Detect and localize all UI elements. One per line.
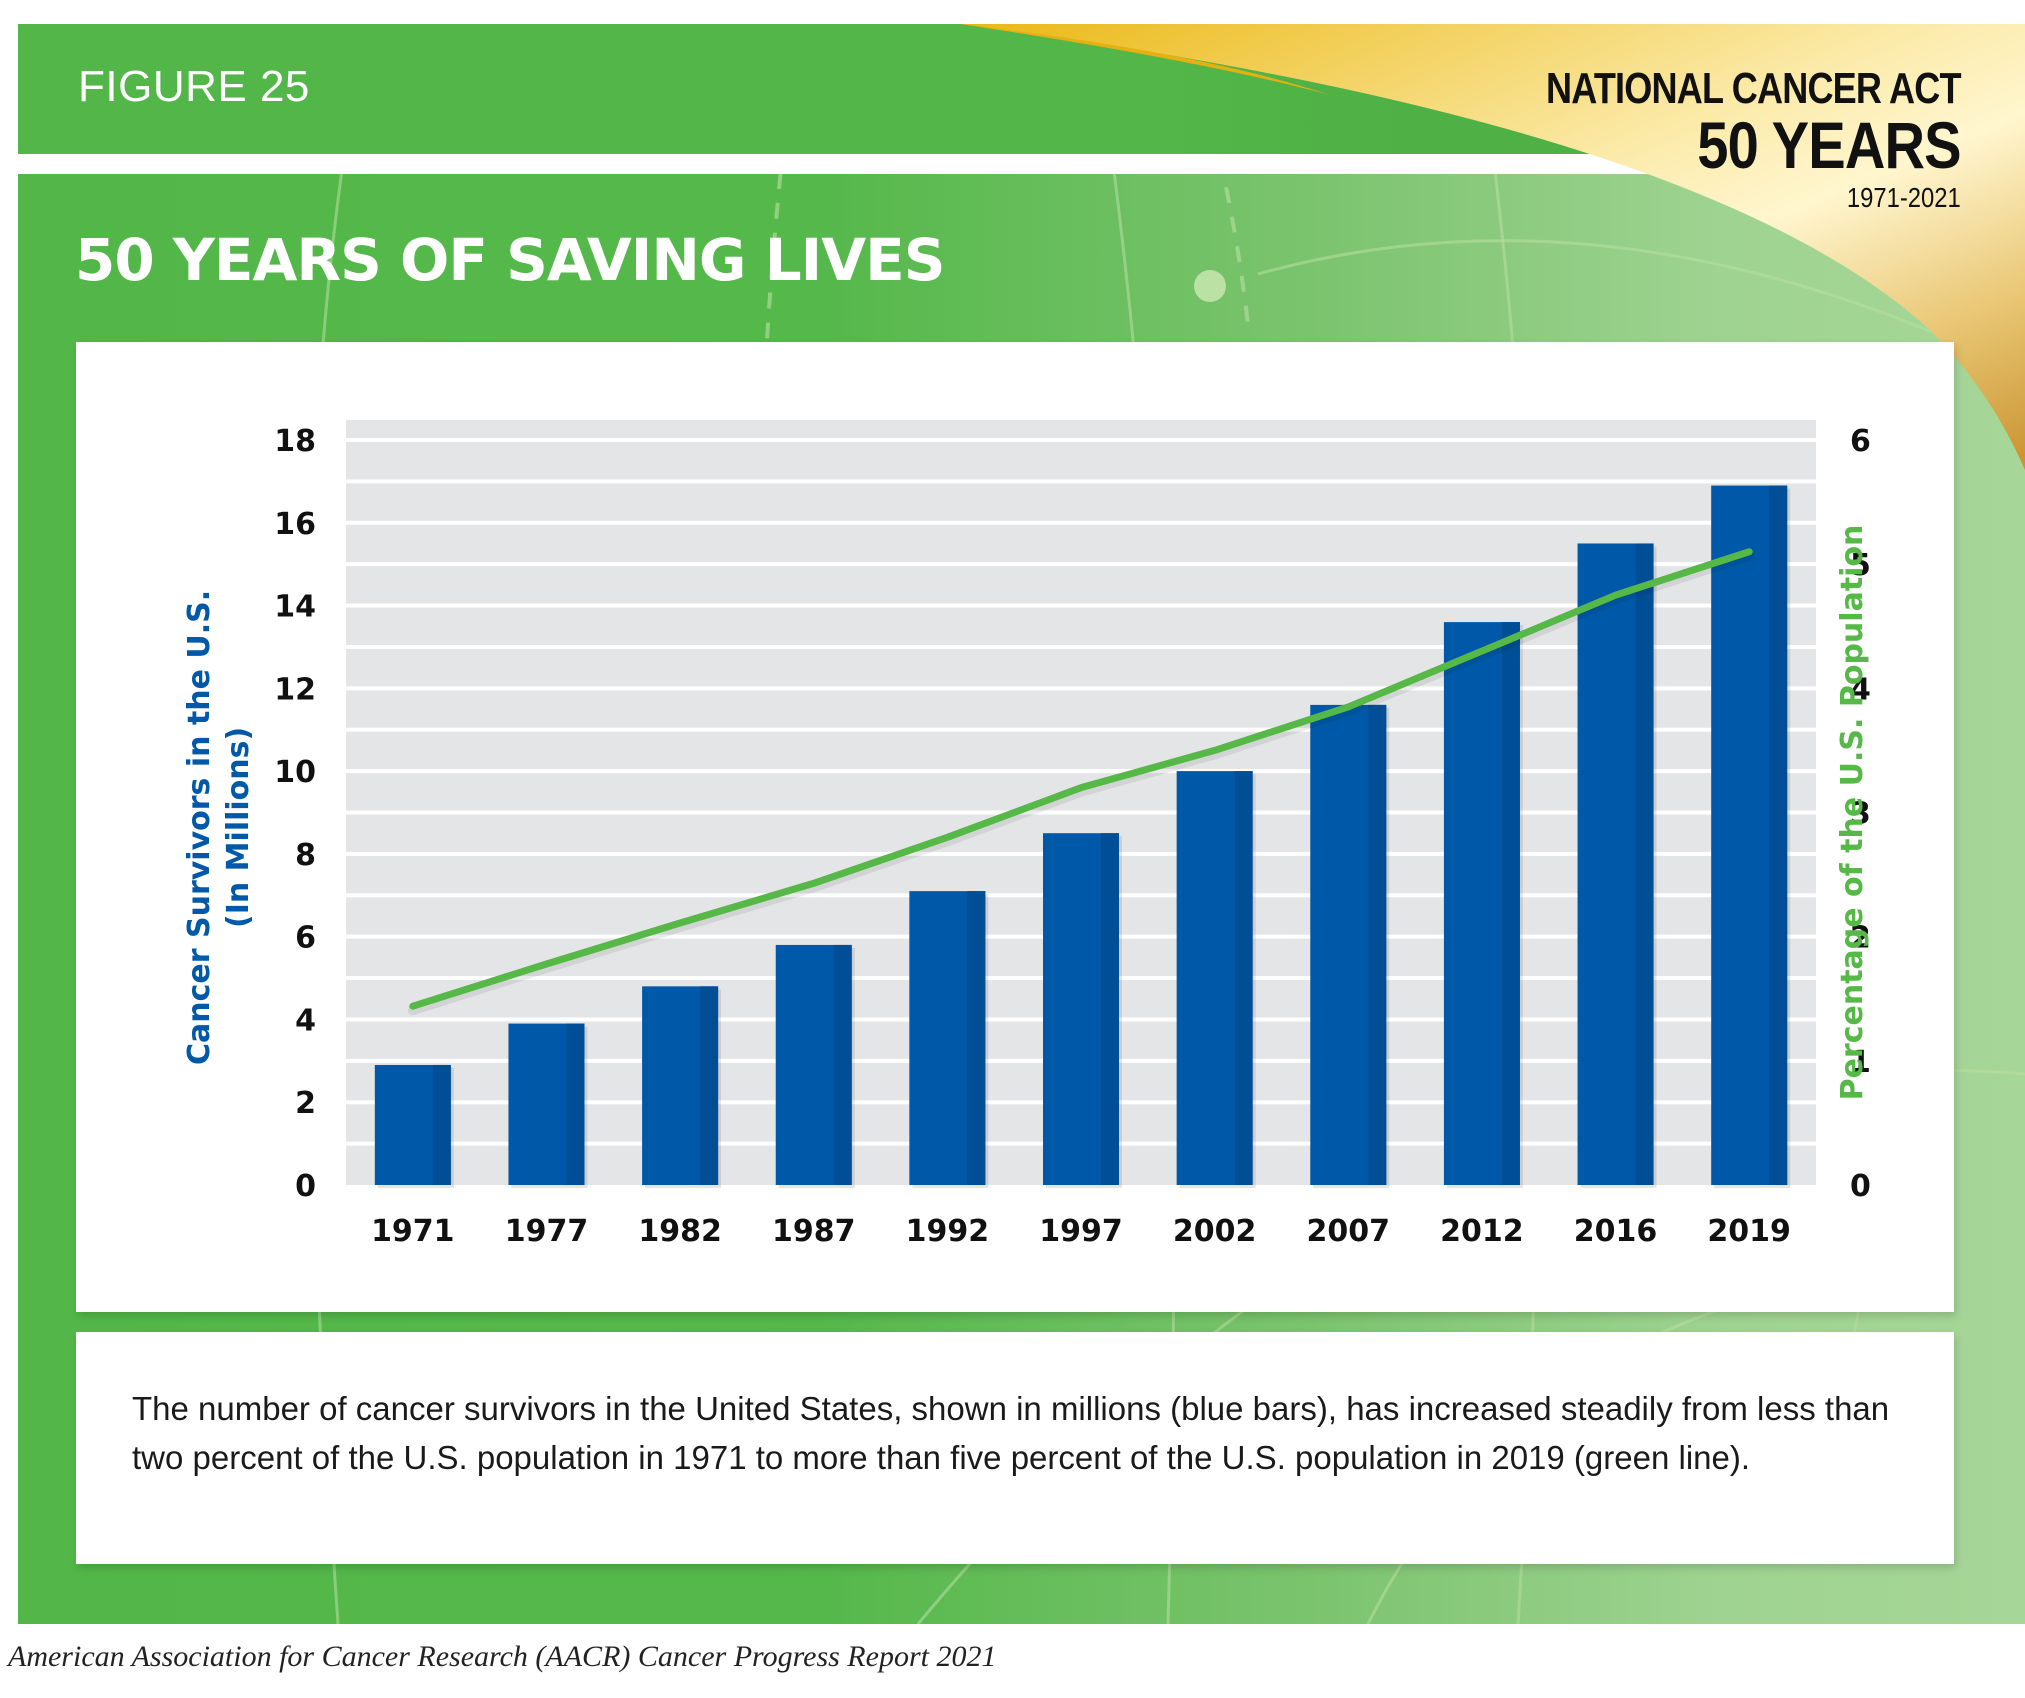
left-tick-label: 2 <box>295 1086 316 1121</box>
x-tick-label: 1992 <box>906 1214 990 1249</box>
bar-edge <box>1368 704 1387 1185</box>
x-tick-label: 2002 <box>1173 1214 1257 1249</box>
left-tick-label: 10 <box>274 755 316 790</box>
badge-line-1: NATIONAL CANCER ACT <box>1546 64 1962 113</box>
x-tick-label: 2012 <box>1440 1214 1524 1249</box>
left-axis-subtitle: (In Millions) <box>221 727 256 928</box>
bars-series <box>374 485 1791 1188</box>
right-axis-ticks: 0 1 2 3 4 5 6 <box>1850 424 1871 1204</box>
line-series <box>407 548 1755 1016</box>
left-tick-label: 8 <box>295 838 316 873</box>
x-tick-label: 1987 <box>772 1214 856 1249</box>
bar-edge <box>1101 833 1119 1185</box>
bar-2019 <box>1711 485 1791 1188</box>
bar-1987 <box>775 944 855 1188</box>
x-tick-label: 1982 <box>638 1214 722 1249</box>
x-tick-label: 1977 <box>505 1214 589 1249</box>
bar-1992 <box>909 891 989 1188</box>
bar-edge <box>1501 622 1520 1185</box>
bar-1977 <box>508 1023 588 1188</box>
bar-edge <box>967 891 986 1185</box>
left-tick-label: 12 <box>274 672 316 707</box>
left-tick-label: 0 <box>295 1169 316 1204</box>
right-tick-label: 6 <box>1850 424 1871 459</box>
bar-edge <box>432 1064 451 1185</box>
bar-edge <box>833 944 852 1185</box>
left-tick-label: 16 <box>274 507 316 542</box>
anniversary-badge: NATIONAL CANCER ACT 50 YEARS 1971-2021 <box>1455 64 1962 218</box>
bar-2007 <box>1310 704 1390 1188</box>
right-tick-label: 1 <box>1850 1045 1871 1080</box>
left-axis-ticks: 0 2 4 6 8 10 12 14 16 18 <box>274 424 316 1204</box>
left-axis-title: Cancer Survivors in the U.S. <box>182 590 217 1065</box>
figure-label: FIGURE 25 <box>78 62 310 111</box>
badge-line-3: 1971-2021 <box>1847 182 1961 213</box>
badge-line-2: 50 YEARS <box>1697 108 1962 182</box>
bar-edge <box>700 986 719 1185</box>
right-tick-label: 4 <box>1850 672 1871 707</box>
right-tick-label: 0 <box>1850 1169 1871 1204</box>
source-footer: American Association for Cancer Research… <box>8 1640 997 1673</box>
x-axis-ticks: 1971 1977 1982 1987 1992 1997 2002 2007 2012 2016… <box>371 1214 1791 1249</box>
left-tick-label: 18 <box>274 424 316 459</box>
line-shadow <box>407 550 1755 1016</box>
bar-edge <box>1769 485 1788 1185</box>
figure-caption: The number of cancer survivors in the Un… <box>132 1390 1890 1476</box>
globe-node <box>1194 270 1226 302</box>
x-tick-label: 1997 <box>1039 1214 1123 1249</box>
bar-edge <box>566 1023 585 1185</box>
right-tick-label: 2 <box>1850 921 1871 956</box>
bar-1997 <box>1043 833 1122 1188</box>
page-title: 50 YEARS OF SAVING LIVES <box>75 226 946 294</box>
bar-edge <box>1635 543 1654 1185</box>
left-tick-label: 6 <box>295 921 316 956</box>
bar-edge <box>1234 771 1253 1185</box>
bar-2012 <box>1443 622 1523 1188</box>
x-tick-label: 2016 <box>1574 1214 1658 1249</box>
caption-card: The number of cancer survivors in the Un… <box>76 1332 1954 1564</box>
left-tick-label: 14 <box>274 590 316 625</box>
left-tick-label: 4 <box>295 1003 316 1038</box>
right-tick-label: 3 <box>1850 797 1871 832</box>
right-tick-label: 5 <box>1850 548 1871 583</box>
bar-1971 <box>374 1064 454 1188</box>
bar-1982 <box>642 986 722 1188</box>
x-tick-label: 1971 <box>371 1214 455 1249</box>
bar-2016 <box>1577 543 1657 1188</box>
bar-2002 <box>1176 771 1256 1188</box>
x-tick-label: 2007 <box>1307 1214 1391 1249</box>
right-axis-title: Percentage of the U.S. Population <box>1835 525 1870 1101</box>
x-tick-label: 2019 <box>1707 1214 1791 1249</box>
